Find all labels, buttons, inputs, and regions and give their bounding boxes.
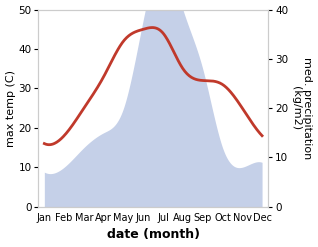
X-axis label: date (month): date (month) [107,228,200,242]
Y-axis label: max temp (C): max temp (C) [5,70,16,147]
Y-axis label: med. precipitation
(kg/m2): med. precipitation (kg/m2) [291,57,313,159]
